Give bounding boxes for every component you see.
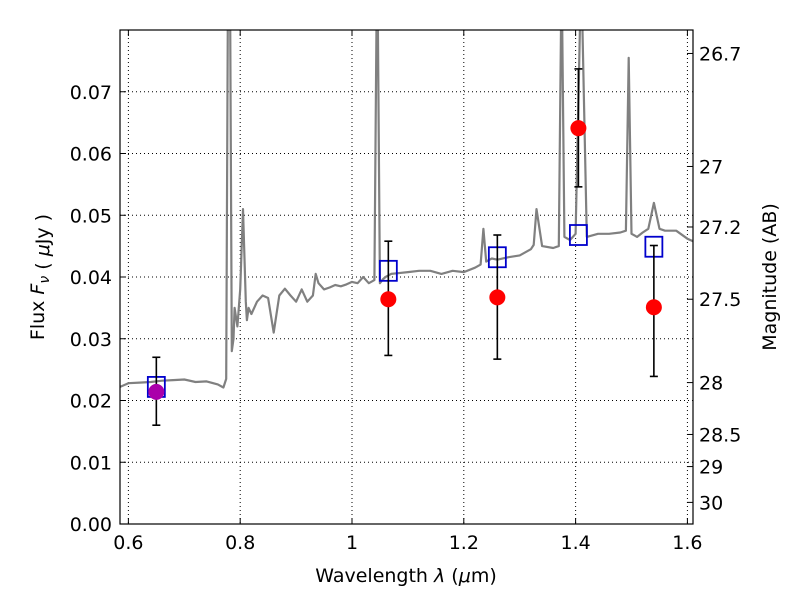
right-axis-tick-label: 27.5 xyxy=(699,289,741,311)
x-tick-label: 0.8 xyxy=(225,532,255,554)
y-tick-label: 0.03 xyxy=(70,329,112,351)
y-tick-label: 0.00 xyxy=(70,514,112,536)
model-photometry-square xyxy=(569,224,588,246)
right-axis-tick-label: 27 xyxy=(699,156,723,178)
ticks: 0.6 0.8 1 1.2 1.4 1.6 0.00 0.01 0.02 0.03 0.04 0.05… xyxy=(70,30,741,554)
observed-flux-point xyxy=(489,289,506,306)
y-tick-label: 0.04 xyxy=(70,267,112,289)
x-axis-label: Wavelength λ (μm) xyxy=(315,565,496,587)
observed-flux-point xyxy=(148,383,165,400)
right-axis-label: Magnitude (AB) xyxy=(759,203,781,351)
x-tick-label: 1.6 xyxy=(672,532,702,554)
observed-flux-point xyxy=(570,120,587,137)
right-axis-tick-label: 30 xyxy=(699,492,723,514)
x-tick-label: 1.4 xyxy=(560,532,590,554)
x-tick-label: 1.2 xyxy=(449,532,479,554)
right-axis-tick-label: 29 xyxy=(699,457,723,479)
observed-flux-point xyxy=(645,299,662,316)
spectrum-line xyxy=(120,30,693,389)
x-tick-label: 1 xyxy=(346,532,358,554)
right-axis-tick-label: 26.7 xyxy=(699,43,741,65)
right-axis-tick-label: 28 xyxy=(699,373,723,395)
y-tick-label: 0.06 xyxy=(70,144,112,166)
plot-frame xyxy=(119,29,694,525)
y-tick-label: 0.05 xyxy=(70,205,112,227)
right-axis-tick-label: 28.5 xyxy=(699,424,741,446)
x-tick-label: 0.6 xyxy=(113,532,143,554)
y-tick-label: 0.01 xyxy=(70,452,112,474)
grid xyxy=(120,30,693,524)
y-axis-label: Flux Fν ( μJy ) xyxy=(27,214,54,340)
observed-flux-point xyxy=(380,291,397,308)
y-tick-label: 0.07 xyxy=(70,82,112,104)
y-tick-label: 0.02 xyxy=(70,391,112,413)
data-layer xyxy=(120,30,693,427)
right-axis-tick-label: 27.2 xyxy=(699,217,741,239)
